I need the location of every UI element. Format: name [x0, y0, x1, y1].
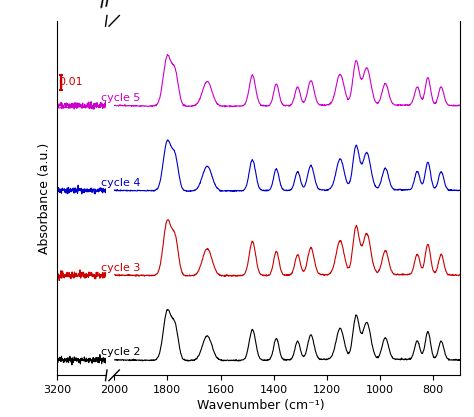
Text: cycle 4: cycle 4 — [101, 178, 141, 188]
Text: cycle 5: cycle 5 — [101, 93, 141, 103]
Text: cycle 3: cycle 3 — [101, 263, 141, 272]
Text: cycle 2: cycle 2 — [101, 347, 141, 357]
Text: //: // — [98, 0, 115, 10]
Y-axis label: Absorbance (a.u.): Absorbance (a.u.) — [38, 143, 51, 254]
Text: 0.01: 0.01 — [59, 78, 83, 88]
Text: Wavenumber (cm⁻¹): Wavenumber (cm⁻¹) — [197, 399, 325, 412]
